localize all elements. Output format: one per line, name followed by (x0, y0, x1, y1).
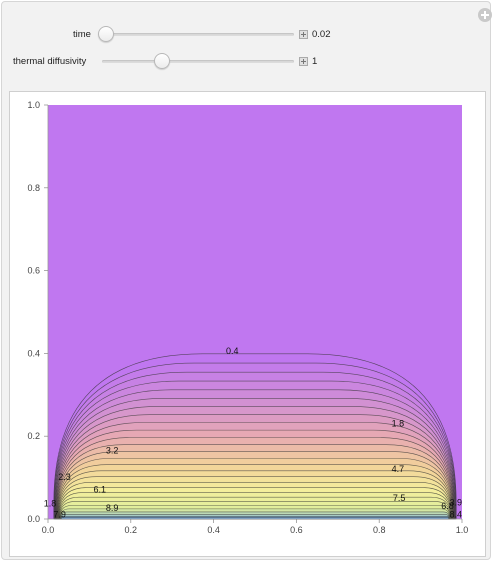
contour-plot: 0.0 0.2 0.4 0.6 0.8 1.0 0.0 0.2 0.4 0.6 0.8 1.0 0.4… (27, 100, 468, 535)
plot-frame: 0.0 0.2 0.4 0.6 0.8 1.0 0.0 0.2 0.4 0.6 0.8 1.0 0.4… (9, 91, 486, 557)
contour-label: 6.8 (441, 501, 454, 511)
contour-label: 6.1 (93, 485, 106, 495)
axes: 0.0 0.2 0.4 0.6 0.8 1.0 0.0 0.2 0.4 0.6 0.8 1.0 (27, 100, 468, 535)
time-value: 0.02 (312, 29, 331, 40)
y-tick-label: 0.4 (27, 348, 40, 358)
y-tick-label: 0.2 (27, 431, 40, 441)
contour-label: 1.8 (44, 498, 57, 508)
time-slider[interactable] (102, 33, 294, 36)
x-tick-label: 0.2 (125, 525, 138, 535)
diffusivity-value: 1 (312, 56, 318, 67)
diffusivity-slider-thumb[interactable] (154, 53, 170, 69)
contour-label: 2.3 (58, 472, 71, 482)
y-tick-label: 0.0 (27, 514, 40, 524)
x-tick-label: 0.4 (207, 525, 220, 535)
contour-label: 8.4 (450, 509, 463, 519)
x-tick-label: 0.0 (42, 525, 55, 535)
diffusivity-label: thermal diffusivity (13, 56, 87, 67)
contour-labels: 0.41.83.24.72.36.17.58.91.87.93.96.88.4 (44, 346, 463, 520)
x-tick-label: 0.8 (373, 525, 386, 535)
diffusivity-slider[interactable] (102, 60, 294, 63)
diffusivity-expand-button[interactable] (299, 57, 308, 66)
contour-label: 4.7 (392, 464, 405, 474)
contour-label: 3.2 (106, 445, 119, 455)
contour-label: 1.8 (392, 418, 405, 428)
contour-label: 7.9 (53, 509, 66, 519)
add-icon[interactable] (478, 8, 492, 22)
contour-band (60, 517, 450, 520)
y-tick-label: 1.0 (27, 100, 40, 110)
contour-label: 7.5 (393, 493, 406, 503)
contour-label: 8.9 (106, 503, 119, 513)
y-tick-label: 0.6 (27, 266, 40, 276)
time-expand-button[interactable] (299, 30, 308, 39)
x-tick-label: 1.0 (456, 525, 469, 535)
contour-label: 0.4 (226, 346, 239, 356)
contour-label: 3.9 (450, 497, 463, 507)
y-tick-label: 0.8 (27, 183, 40, 193)
contour-bands (53, 353, 457, 520)
x-tick-label: 0.6 (290, 525, 303, 535)
time-label: time (73, 29, 91, 40)
time-slider-thumb[interactable] (98, 26, 114, 42)
